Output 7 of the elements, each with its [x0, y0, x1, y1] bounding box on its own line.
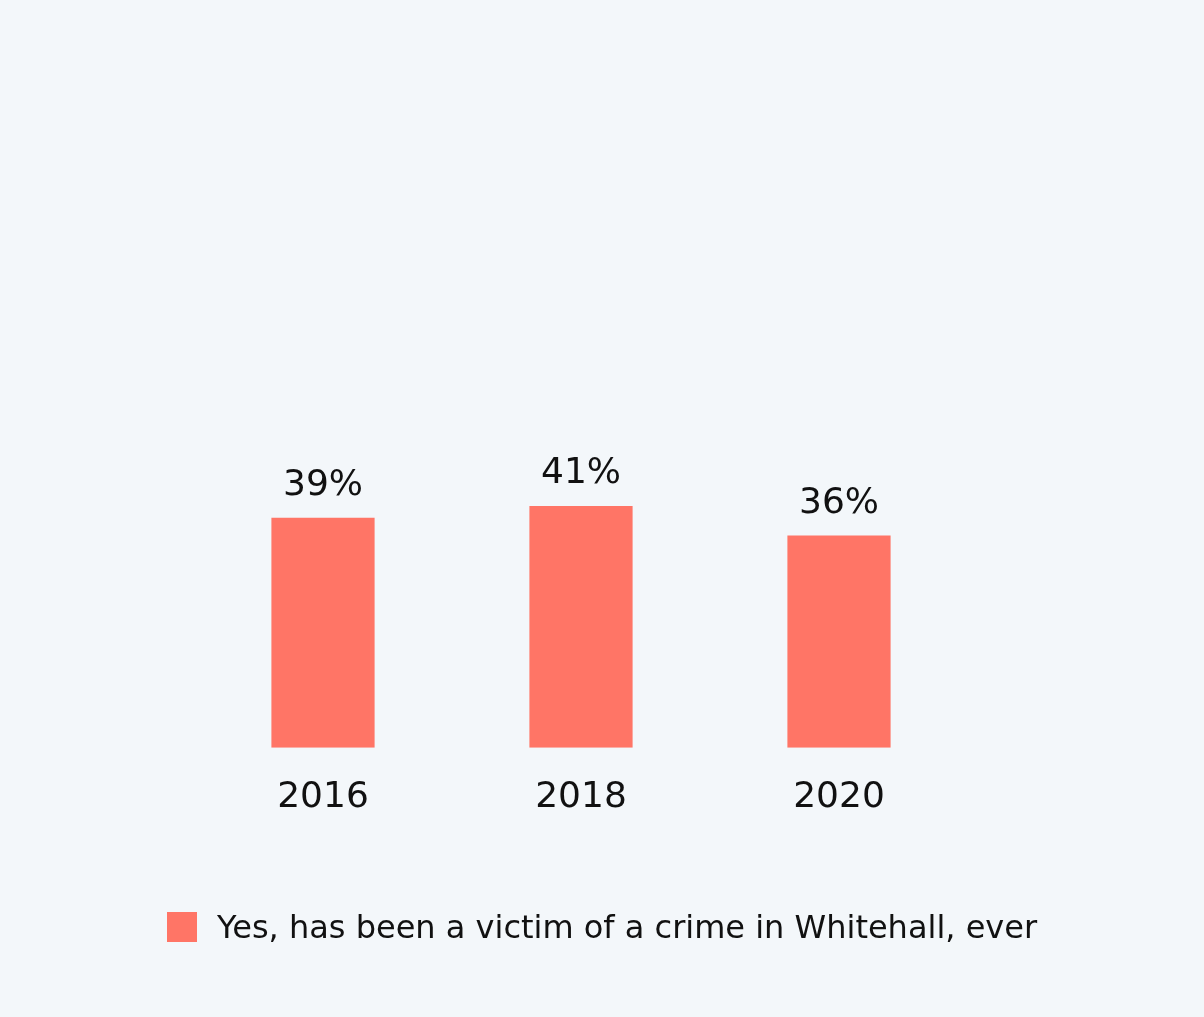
- x-tick-label: 2020: [793, 773, 885, 815]
- data-label: 39%: [282, 462, 364, 504]
- data-label: 41%: [540, 450, 622, 492]
- legend-label: Yes, has been a victim of a crime in Whitehall, ever: [216, 908, 1038, 946]
- x-tick-label: 2016: [277, 773, 369, 815]
- data-label: 36%: [798, 479, 880, 521]
- x-tick-label: 2018: [535, 773, 627, 815]
